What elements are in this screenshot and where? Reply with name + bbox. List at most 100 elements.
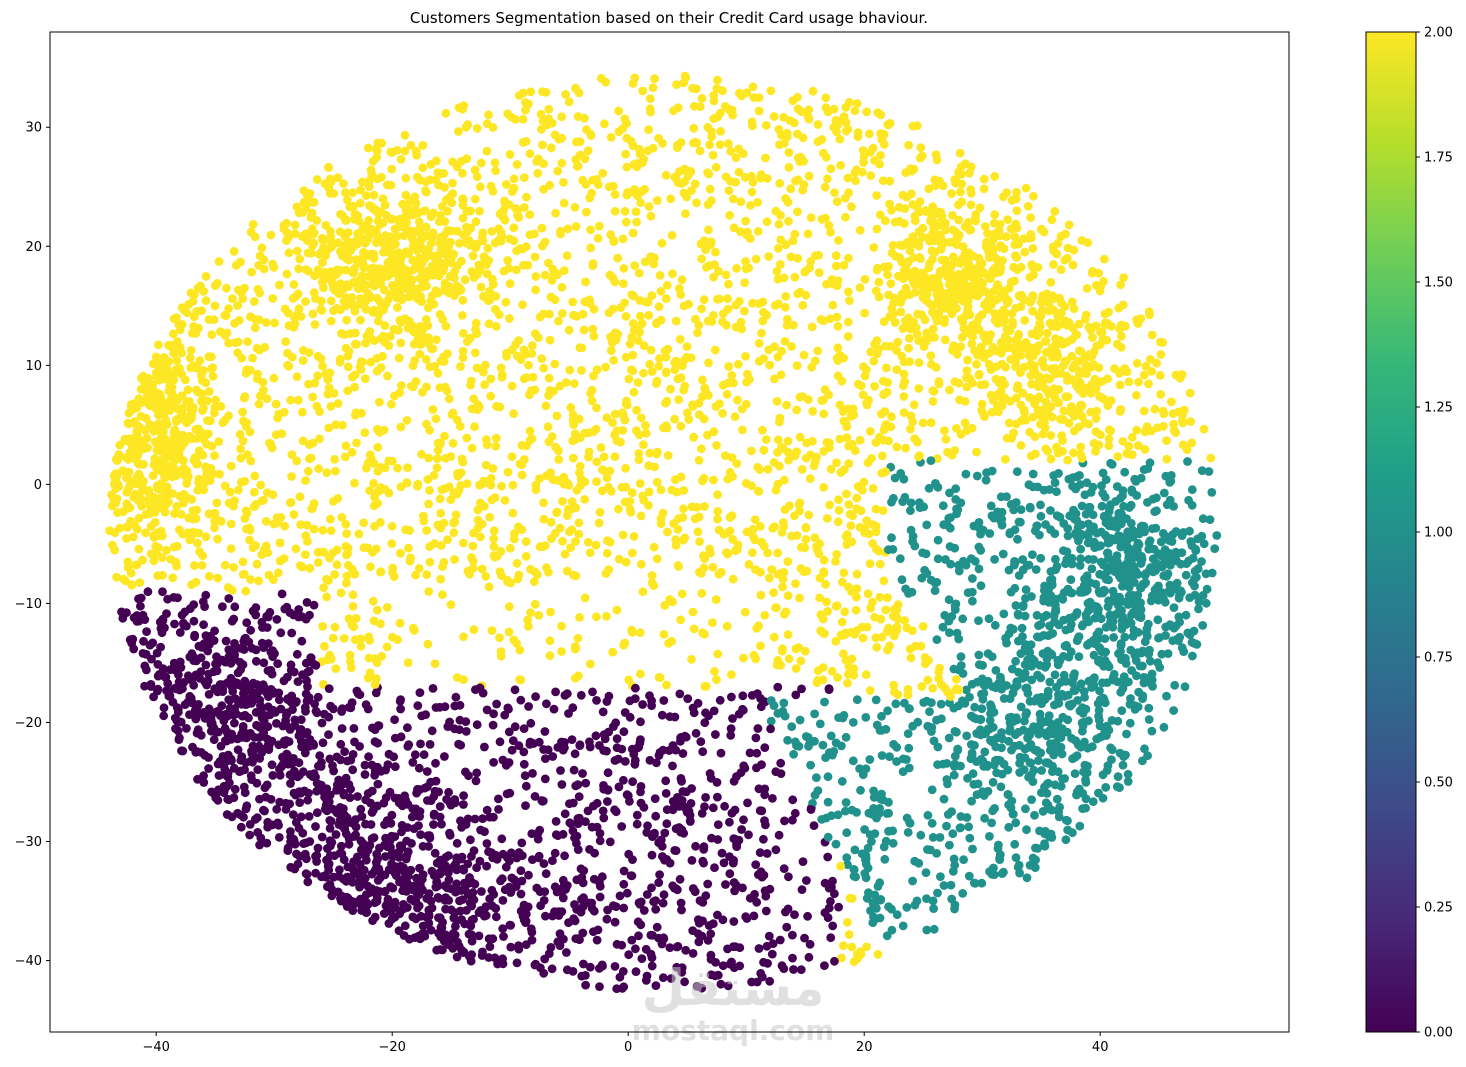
- scatter-point-cluster-2: [736, 227, 745, 237]
- scatter-point-cluster-2: [361, 463, 371, 473]
- scatter-point-cluster-2: [679, 504, 688, 514]
- scatter-point-cluster-1: [1016, 505, 1026, 514]
- scatter-point-cluster-2: [497, 571, 506, 581]
- scatter-point-cluster-0: [507, 745, 517, 755]
- scatter-point-cluster-2: [855, 225, 865, 235]
- scatter-point-cluster-2: [531, 272, 541, 281]
- scatter-point-cluster-2: [793, 254, 803, 263]
- scatter-point-cluster-2: [837, 376, 847, 386]
- scatter-point-cluster-2: [1076, 442, 1086, 452]
- scatter-point-cluster-0: [390, 715, 399, 725]
- scatter-point-cluster-2: [785, 501, 794, 511]
- scatter-point-cluster-0: [553, 831, 563, 841]
- scatter-point-cluster-0: [662, 855, 672, 864]
- scatter-point-cluster-1: [852, 695, 862, 705]
- scatter-point-cluster-2: [387, 399, 396, 409]
- scatter-point-cluster-2: [708, 150, 718, 160]
- scatter-point-cluster-1: [766, 696, 776, 705]
- scatter-point-cluster-2: [559, 198, 569, 208]
- scatter-point-cluster-1: [1180, 682, 1190, 692]
- scatter-point-cluster-2: [764, 345, 774, 355]
- scatter-point-cluster-2: [842, 540, 852, 549]
- scatter-point-cluster-2: [403, 463, 412, 472]
- scatter-point-cluster-2: [773, 435, 783, 445]
- scatter-point-cluster-2: [695, 410, 704, 419]
- scatter-point-cluster-0: [602, 914, 612, 924]
- scatter-point-cluster-2: [592, 365, 602, 375]
- scatter-point-cluster-2: [604, 308, 614, 318]
- scatter-point-cluster-2: [619, 640, 628, 650]
- scatter-point-cluster-2: [825, 314, 835, 324]
- scatter-point-cluster-2: [863, 589, 873, 599]
- scatter-point-cluster-2: [588, 427, 598, 436]
- scatter-point-cluster-2: [440, 484, 450, 493]
- scatter-point-cluster-2: [509, 223, 519, 233]
- scatter-point-cluster-1: [821, 753, 830, 762]
- scatter-point-cluster-1: [972, 471, 982, 481]
- scatter-point-cluster-2: [876, 129, 885, 138]
- scatter-point-cluster-0: [585, 742, 595, 752]
- scatter-point-cluster-2: [575, 613, 584, 622]
- scatter-point-cluster-0: [539, 859, 549, 868]
- scatter-point-cluster-0: [727, 692, 736, 702]
- scatter-point-cluster-0: [824, 883, 834, 893]
- scatter-point-cluster-2: [644, 310, 654, 320]
- scatter-point-cluster-2: [400, 146, 410, 156]
- scatter-point-cluster-2: [621, 217, 631, 227]
- scatter-point-cluster-1: [1065, 624, 1075, 633]
- scatter-point-cluster-2: [843, 678, 852, 688]
- scatter-point-cluster-2: [799, 180, 809, 190]
- scatter-point-cluster-1: [810, 736, 819, 746]
- scatter-point-cluster-2: [290, 229, 300, 239]
- scatter-point-cluster-0: [682, 807, 692, 817]
- scatter-point-cluster-2: [341, 343, 351, 353]
- scatter-point-cluster-0: [610, 962, 620, 971]
- scatter-point-cluster-0: [797, 684, 806, 694]
- scatter-point-cluster-2: [349, 622, 359, 632]
- scatter-point-cluster-0: [680, 731, 690, 741]
- scatter-point-cluster-2: [899, 219, 909, 229]
- scatter-point-cluster-2: [559, 266, 569, 275]
- scatter-point-cluster-2: [773, 548, 782, 558]
- scatter-point-cluster-2: [342, 578, 351, 588]
- scatter-point-cluster-2: [592, 612, 601, 622]
- scatter-point-cluster-2: [718, 86, 727, 96]
- scatter-point-cluster-2: [715, 399, 724, 409]
- scatter-point-cluster-2: [727, 453, 737, 462]
- scatter-point-cluster-2: [271, 399, 281, 409]
- scatter-point-cluster-2: [700, 629, 709, 639]
- scatter-point-cluster-1: [902, 903, 912, 912]
- scatter-point-cluster-2: [784, 148, 794, 157]
- scatter-point-cluster-2: [525, 390, 534, 400]
- scatter-point-cluster-2: [254, 576, 263, 586]
- scatter-point-cluster-1: [945, 628, 954, 637]
- scatter-point-cluster-2: [281, 337, 291, 346]
- scatter-point-cluster-2: [356, 365, 366, 374]
- scatter-point-cluster-2: [570, 673, 580, 683]
- scatter-point-cluster-2: [654, 302, 664, 311]
- scatter-point-cluster-2: [1050, 206, 1060, 216]
- scatter-point-cluster-1: [823, 832, 833, 842]
- scatter-point-cluster-2: [508, 480, 518, 490]
- scatter-point-cluster-2: [425, 486, 434, 495]
- scatter-point-cluster-2: [661, 294, 671, 304]
- scatter-point-cluster-2: [1134, 377, 1143, 387]
- scatter-point-cluster-2: [575, 137, 585, 147]
- scatter-point-cluster-2: [813, 346, 823, 356]
- scatter-point-cluster-1: [956, 498, 966, 508]
- scatter-point-cluster-2: [935, 663, 944, 673]
- scatter-point-cluster-2: [873, 949, 883, 959]
- scatter-point-cluster-2: [624, 374, 634, 384]
- scatter-point-cluster-1: [983, 649, 993, 658]
- scatter-point-cluster-0: [323, 844, 332, 853]
- scatter-point-cluster-2: [789, 320, 798, 330]
- scatter-point-cluster-1: [865, 755, 875, 764]
- scatter-point-cluster-2: [622, 190, 632, 200]
- scatter-point-cluster-2: [781, 292, 791, 301]
- scatter-point-cluster-2: [470, 348, 480, 358]
- scatter-point-cluster-2: [663, 344, 673, 354]
- scatter-point-cluster-2: [252, 559, 262, 569]
- scatter-point-cluster-2: [849, 410, 859, 420]
- scatter-point-cluster-2: [1187, 438, 1197, 448]
- scatter-point-cluster-2: [692, 198, 701, 208]
